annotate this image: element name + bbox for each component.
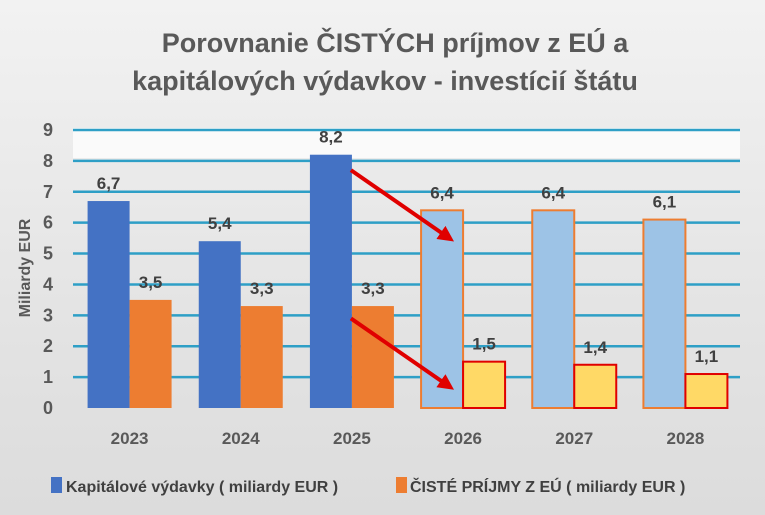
data-label: 6,4	[541, 183, 565, 202]
y-tick-label: 9	[43, 120, 53, 140]
data-label: 6,7	[97, 174, 121, 193]
legend-swatch-ciste-prijmy	[396, 477, 407, 493]
y-tick-label: 8	[43, 151, 53, 171]
y-tick-label: 1	[43, 367, 53, 387]
data-label: 1,1	[695, 347, 719, 366]
data-label: 3,3	[250, 279, 274, 298]
legend-label-ciste-prijmy: ČISTÉ PRÍJMY Z EÚ ( miliardy EUR )	[410, 477, 685, 496]
data-label: 6,1	[653, 193, 677, 212]
legend: Kapitálové výdavky ( miliardy EUR ) ČIST…	[51, 477, 685, 496]
x-tick-label: 2027	[555, 429, 593, 448]
data-label: 1,4	[583, 338, 607, 357]
data-label: 3,5	[139, 273, 163, 292]
bar-ciste-prijmy-2024	[240, 306, 283, 408]
trend-arrow	[349, 168, 455, 242]
y-tick-label: 6	[43, 213, 53, 233]
bar-kapitalove-2026	[420, 209, 465, 409]
data-label: 3,3	[361, 279, 385, 298]
y-tick-label: 7	[43, 182, 53, 202]
data-label: 6,4	[430, 183, 454, 202]
x-tick-label: 2024	[222, 429, 260, 448]
legend-swatch-kapitalove	[51, 477, 62, 493]
x-tick-label: 2026	[444, 429, 482, 448]
y-tick-label: 2	[43, 336, 53, 356]
data-label: 5,4	[208, 214, 232, 233]
trend-arrow	[349, 316, 455, 390]
x-tick-label: 2023	[111, 429, 149, 448]
y-tick-label: 5	[43, 244, 53, 264]
bar-kapitalove-2023	[87, 201, 130, 408]
bar-kapitalove-2025	[309, 154, 352, 408]
legend-label-kapitalove: Kapitálové výdavky ( miliardy EUR )	[66, 479, 338, 496]
data-label: 1,5	[472, 335, 496, 354]
y-tick-label: 4	[43, 274, 53, 294]
bar-ciste-prijmy-2027	[573, 363, 618, 409]
y-axis-label: Miliardy EUR	[17, 218, 34, 317]
plot-top-band	[73, 128, 740, 158]
bar-ciste-prijmy-2026	[462, 360, 507, 409]
bar-kapitalove-2027	[531, 209, 576, 409]
chart-title-line-2: kapitálových výdavkov - investícií štátu	[132, 66, 638, 96]
bar-kapitalove-2024	[198, 241, 241, 408]
bar-ciste-prijmy-2028	[684, 373, 729, 409]
bar-ciste-prijmy-2023	[129, 299, 172, 408]
data-label: 8,2	[319, 128, 343, 147]
y-tick-label: 0	[43, 398, 53, 418]
x-tick-label: 2028	[667, 429, 705, 448]
x-tick-label: 2025	[333, 429, 371, 448]
bar-kapitalove-2028	[642, 218, 687, 409]
chart-title-line-1: Porovnanie ČISTÝCH príjmov z EÚ a	[162, 27, 630, 58]
y-tick-label: 3	[43, 305, 53, 325]
